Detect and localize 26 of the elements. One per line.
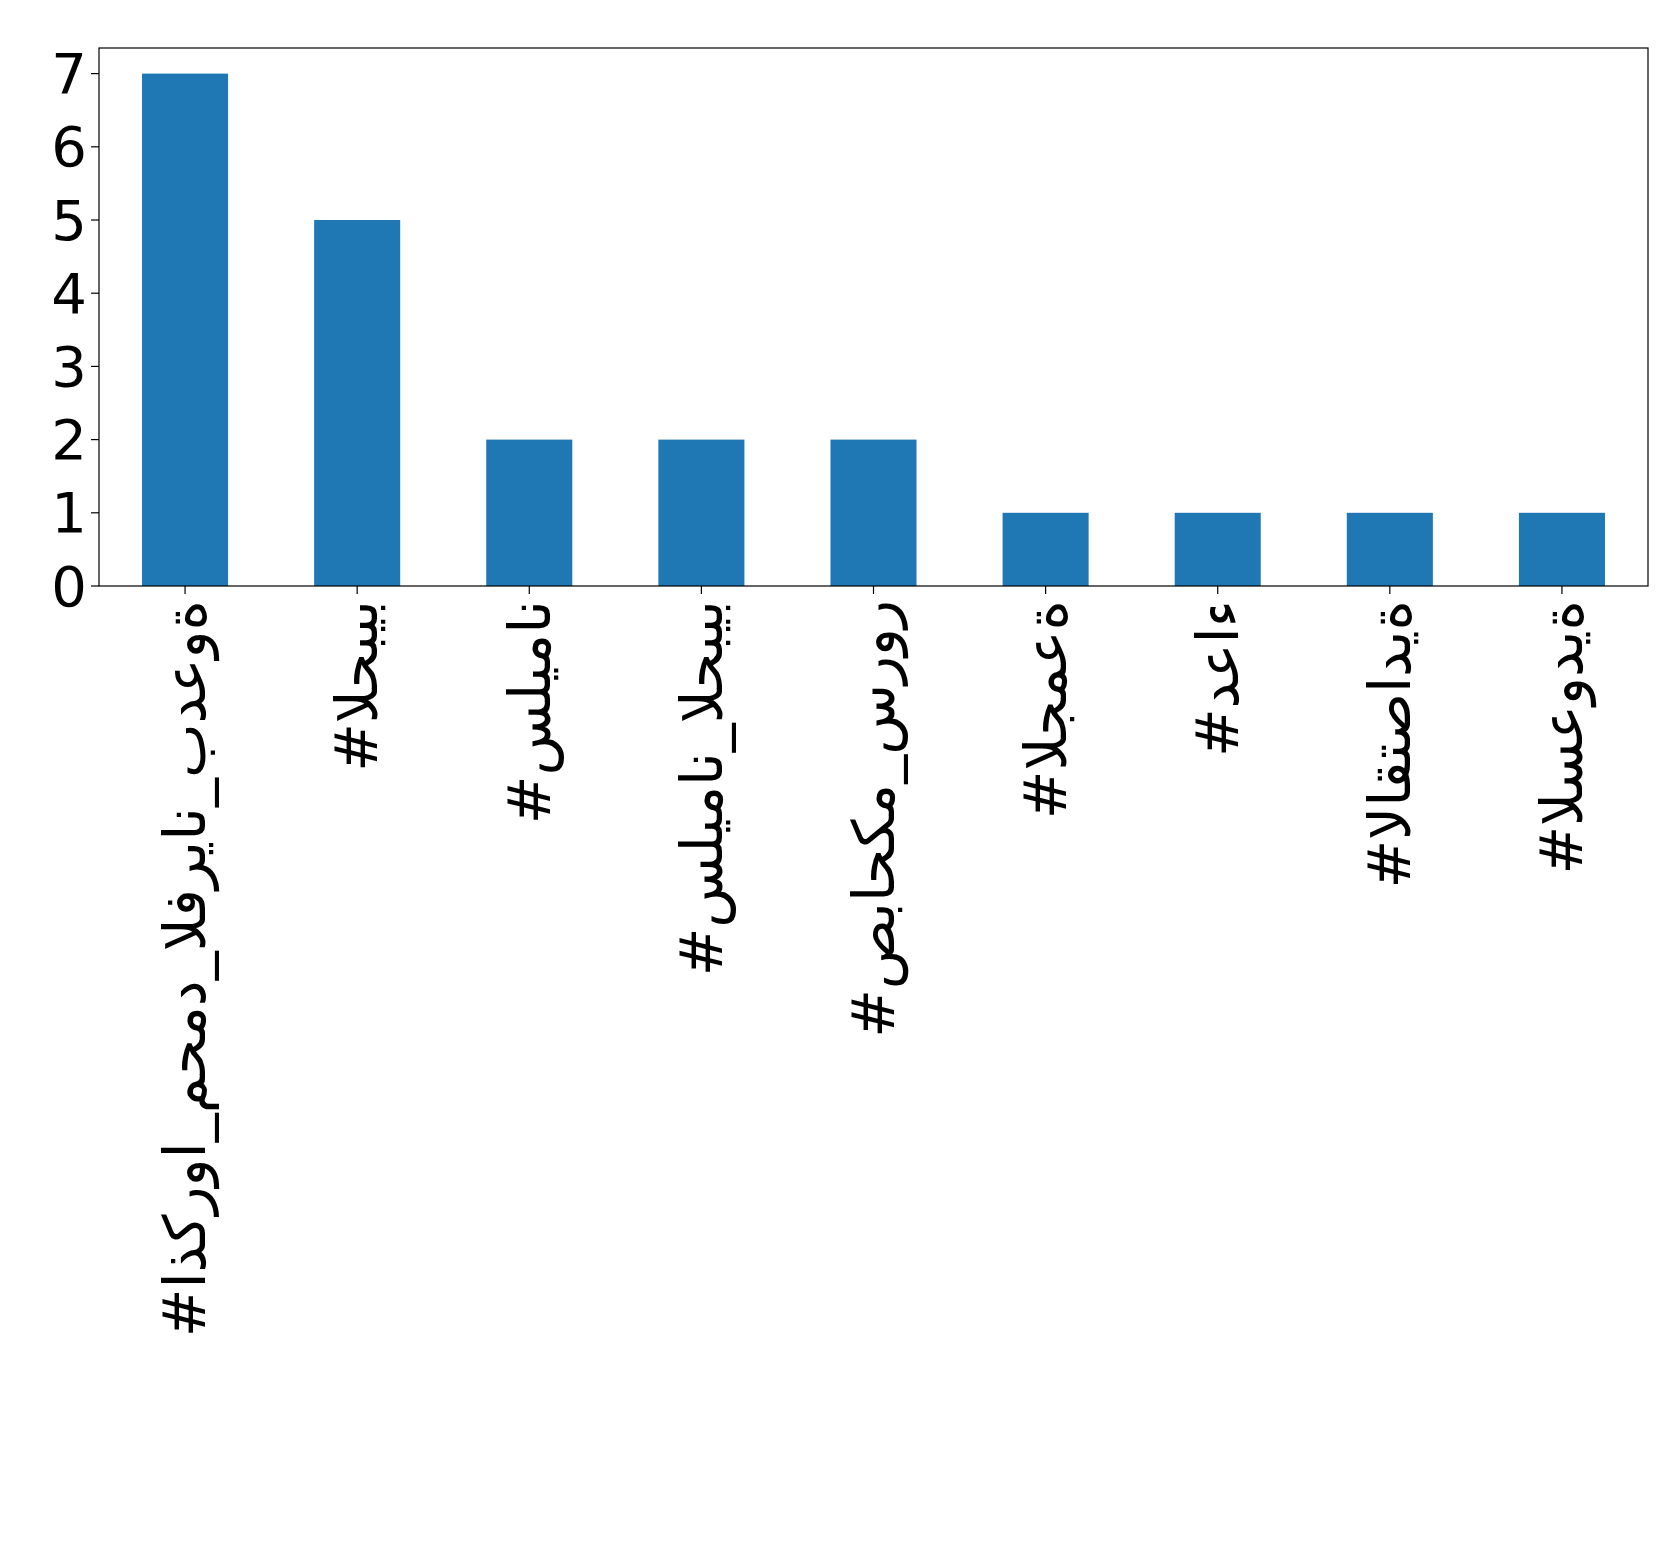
y-tick-label: 1 xyxy=(51,480,87,546)
x-tick-label: #الجمعة xyxy=(1011,600,1080,820)
x-tick-label: #الاقتصادية xyxy=(1356,600,1425,889)
y-tick-label: 0 xyxy=(51,553,87,619)
x-tick-label: #السعودية xyxy=(1528,600,1598,875)
bar xyxy=(142,73,229,586)
x-tick-label: #سليمان_الحبيب xyxy=(667,600,736,977)
bar xyxy=(1002,512,1089,586)
bar xyxy=(1174,512,1261,586)
bar xyxy=(658,439,745,586)
bar xyxy=(830,439,917,586)
bar xyxy=(486,439,573,586)
x-tick-label: #الحبيب xyxy=(323,600,392,772)
x-tick-label: #سليمان xyxy=(495,600,564,825)
y-tick-label: 3 xyxy=(51,334,87,400)
bar xyxy=(314,220,401,586)
x-tick-label: #دعاء xyxy=(1184,600,1253,758)
bar xyxy=(1346,512,1433,586)
x-tick-label: #اذكروا_محمد_الفريان_بدعوة xyxy=(151,600,221,1338)
y-tick-label: 7 xyxy=(51,41,87,107)
y-tick-label: 2 xyxy=(51,407,87,473)
y-tick-label: 5 xyxy=(51,187,87,253)
y-tick-label: 4 xyxy=(51,260,87,326)
x-tick-label: #صباحكم_سرور xyxy=(839,600,909,1038)
bar xyxy=(1518,512,1605,586)
y-tick-label: 6 xyxy=(51,114,87,180)
